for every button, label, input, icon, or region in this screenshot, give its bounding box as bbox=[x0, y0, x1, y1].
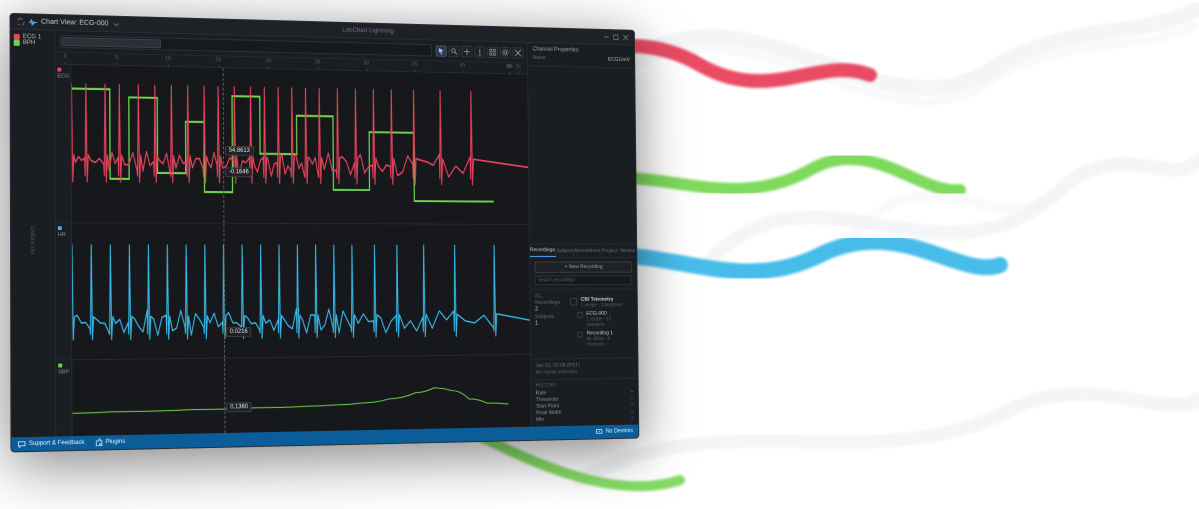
app-icon bbox=[29, 18, 37, 26]
channel-label-strip: HR bbox=[56, 224, 73, 360]
marker-button[interactable] bbox=[474, 46, 485, 58]
all-label: ALL bbox=[535, 293, 560, 299]
app-window: Chart View: ECG-000 LabChart Lightning E… bbox=[10, 13, 640, 453]
zoom-icon bbox=[450, 47, 457, 55]
chart-panel-hr[interactable]: HR 0.0216 bbox=[56, 224, 530, 361]
ruler-tick: 30 bbox=[363, 61, 369, 67]
workspace-icon bbox=[570, 298, 577, 306]
subjects-count: 1 bbox=[535, 321, 560, 327]
history-header: HISTORY bbox=[536, 382, 634, 389]
cursor-readout: -0.1646 bbox=[225, 167, 253, 177]
subject-label: No subject bbox=[30, 226, 36, 254]
recording-item[interactable]: Recording 16s–82se · 4 channels bbox=[570, 330, 628, 347]
chart-area: 0510152025303540451m2s ECG54.8613-0.1646… bbox=[55, 31, 530, 437]
ruler-tick: 10 bbox=[165, 56, 171, 62]
tab-modes[interactable]: Modes bbox=[619, 245, 636, 257]
window-title: Chart View: ECG-000 bbox=[41, 19, 108, 28]
tab-annotations[interactable]: Annotations bbox=[574, 245, 601, 257]
ruler-tick: 35 bbox=[412, 62, 418, 68]
tab-project[interactable]: Project bbox=[601, 245, 619, 257]
ribbon-white-mid bbox=[710, 160, 1198, 260]
device-icon bbox=[596, 428, 603, 436]
ribbon-white-lower bbox=[580, 394, 1198, 480]
settings-button[interactable] bbox=[500, 46, 511, 58]
chat-icon bbox=[18, 440, 26, 448]
statusbar-item[interactable]: Support & Feedback bbox=[18, 439, 85, 448]
grid-button[interactable] bbox=[487, 46, 498, 58]
legend-swatch bbox=[14, 40, 20, 46]
workspace-meta: 1 recipe · 2 analyses bbox=[581, 302, 622, 308]
channel-label-strip: SBP bbox=[56, 360, 72, 436]
history-row: Min– bbox=[536, 415, 634, 423]
ruler-tick: 5 bbox=[115, 55, 118, 61]
recording-item[interactable]: ECG-0001 recipe · 12 channels bbox=[570, 311, 628, 328]
ruler-tick: 15 bbox=[215, 57, 221, 63]
pan-button[interactable] bbox=[461, 45, 472, 57]
pointer-button[interactable] bbox=[436, 45, 447, 57]
statusbar-label: Support & Feedback bbox=[29, 440, 85, 447]
close-icon bbox=[514, 49, 521, 57]
search-placeholder: Search recordings bbox=[538, 277, 575, 283]
statusbar-item[interactable]: Plugins bbox=[94, 438, 125, 447]
recordings-count: 2 bbox=[535, 307, 560, 313]
ruler-secondary: 1m bbox=[506, 64, 513, 70]
pointer-icon bbox=[437, 47, 444, 55]
statusbar-label: No Devices bbox=[606, 428, 633, 434]
back-icon[interactable] bbox=[17, 18, 25, 26]
properties-title: Channel Properties bbox=[532, 47, 629, 55]
cursor-readout: 0.0216 bbox=[226, 327, 252, 337]
pan-icon bbox=[463, 47, 470, 55]
puzzle-icon bbox=[94, 438, 102, 446]
chart-panel-ecg-combo[interactable]: ECG 54.8613 -0.1646 bbox=[55, 65, 528, 226]
grid-icon bbox=[489, 48, 496, 56]
minimize-icon[interactable] bbox=[602, 33, 609, 41]
no-selection-label: No signal selection bbox=[536, 369, 634, 376]
right-panel: Channel Properties NameECG1/mV Recording… bbox=[527, 43, 638, 427]
ruler-secondary: 2s bbox=[516, 64, 521, 70]
close-icon[interactable] bbox=[622, 34, 629, 42]
chevron-down-icon[interactable] bbox=[112, 20, 120, 28]
property-row: NameECG1/mV bbox=[533, 55, 630, 63]
chart-plot[interactable]: 0.1360 bbox=[72, 355, 530, 436]
left-rail: ECG 1BPH No subject bbox=[11, 30, 57, 438]
cursor-readout: 0.1360 bbox=[226, 402, 252, 412]
settings-icon bbox=[502, 48, 509, 56]
statusbar-item[interactable]: No Devices bbox=[596, 427, 633, 435]
cursor-readout: 54.8613 bbox=[225, 146, 254, 156]
chart-plot[interactable]: 0.0216 bbox=[72, 224, 530, 360]
channel-label-strip: ECG bbox=[55, 65, 72, 223]
search-recordings-input[interactable]: Search recordings bbox=[535, 275, 633, 285]
new-recording-button[interactable]: + New Recording bbox=[534, 261, 632, 272]
chart-panel-sbp[interactable]: SBP 0.1360 bbox=[56, 355, 530, 436]
ruler-tick: 25 bbox=[315, 60, 321, 66]
tab-subject[interactable]: Subject bbox=[556, 245, 574, 257]
ruler-tick: 20 bbox=[265, 58, 271, 64]
ruler-tick: 0 bbox=[64, 54, 67, 60]
legend-item[interactable]: BPH bbox=[14, 40, 52, 47]
close-button[interactable] bbox=[513, 47, 524, 59]
ruler-tick: 40 bbox=[459, 63, 465, 69]
maximize-icon[interactable] bbox=[612, 33, 619, 41]
marker-icon bbox=[476, 48, 483, 56]
tab-recordings[interactable]: Recordings bbox=[530, 245, 556, 257]
scrubber-viewport[interactable] bbox=[61, 37, 160, 48]
ribbon-white-upper bbox=[630, 10, 1195, 88]
statusbar-label: Plugins bbox=[105, 439, 125, 445]
right-panel-tabs: RecordingsSubjectAnnotationsProjectModes bbox=[530, 245, 637, 258]
zoom-button[interactable] bbox=[449, 45, 460, 57]
legend-label: BPH bbox=[23, 40, 36, 46]
chart-plot[interactable]: 54.8613 -0.1646 bbox=[71, 65, 528, 224]
